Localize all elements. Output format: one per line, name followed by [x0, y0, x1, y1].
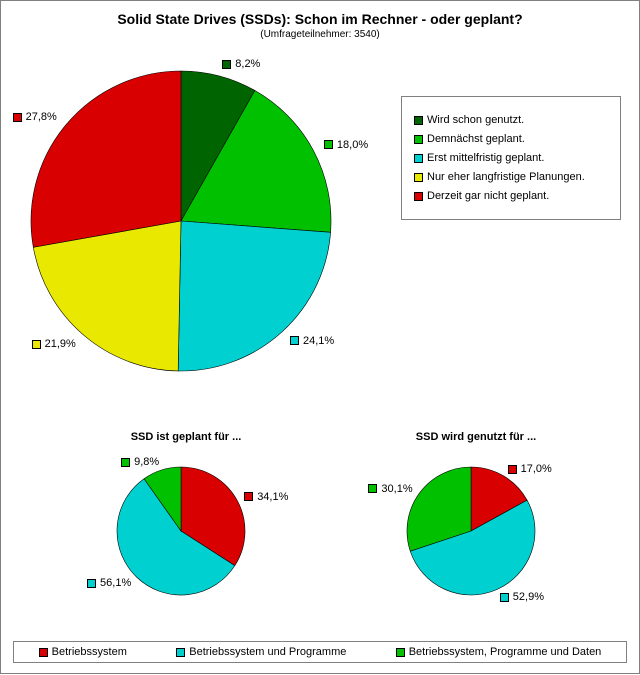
bottom-legend-label: Betriebssystem [52, 646, 127, 658]
bottom-legend-item: Betriebssystem [39, 646, 127, 658]
bottom-legend: Betriebssystem Betriebssystem und Program… [13, 641, 627, 663]
bottom-legend-item: Betriebssystem, Programme und Daten [396, 646, 602, 658]
chart-container: Solid State Drives (SSDs): Schon im Rech… [0, 0, 640, 674]
pie-slice-label: 30,1% [368, 483, 412, 495]
bottom-legend-label: Betriebssystem und Programme [189, 646, 346, 658]
pie-slice-label: 52,9% [500, 591, 544, 603]
bottom-legend-item: Betriebssystem und Programme [176, 646, 346, 658]
pie-slice-label: 17,0% [508, 463, 552, 475]
bottom-legend-label: Betriebssystem, Programme und Daten [409, 646, 602, 658]
sub-charts-area: SSD ist geplant für ...34,1%56,1%9,8%SSD… [1, 1, 640, 675]
